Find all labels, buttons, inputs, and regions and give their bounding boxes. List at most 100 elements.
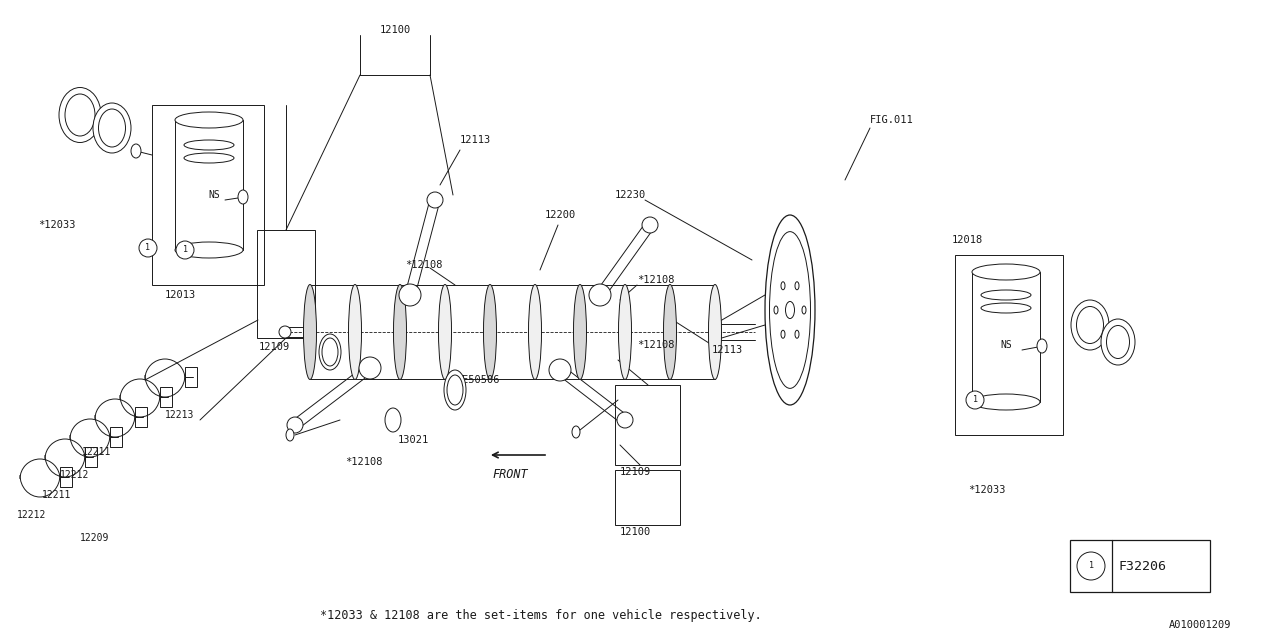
Ellipse shape (358, 357, 381, 379)
Text: 12212: 12212 (17, 510, 46, 520)
Ellipse shape (65, 94, 95, 136)
Text: 1: 1 (1088, 561, 1093, 570)
Circle shape (177, 241, 195, 259)
Ellipse shape (573, 285, 586, 380)
Ellipse shape (303, 285, 316, 380)
Bar (955, 255, 1062, 435)
Text: 12100: 12100 (620, 527, 652, 537)
Ellipse shape (795, 282, 799, 290)
Ellipse shape (175, 242, 243, 258)
Ellipse shape (617, 412, 634, 428)
Ellipse shape (769, 232, 810, 388)
Text: 13021: 13021 (398, 435, 429, 445)
Ellipse shape (319, 334, 340, 370)
Ellipse shape (643, 217, 658, 233)
Ellipse shape (529, 285, 541, 380)
Ellipse shape (238, 190, 248, 204)
Bar (1070, 540, 1210, 592)
Text: 12211: 12211 (42, 490, 72, 500)
Ellipse shape (131, 144, 141, 158)
Ellipse shape (709, 285, 722, 380)
Text: 12100: 12100 (379, 25, 411, 35)
Bar (160, 387, 172, 407)
Bar (84, 447, 97, 467)
Text: *12033: *12033 (38, 220, 76, 230)
Text: 1: 1 (146, 243, 151, 253)
Text: *12108: *12108 (346, 457, 383, 467)
Ellipse shape (572, 426, 580, 438)
Ellipse shape (93, 103, 131, 153)
Text: *12033 & 12108 are the set-items for one vehicle respectively.: *12033 & 12108 are the set-items for one… (320, 609, 762, 621)
Text: NS: NS (1000, 340, 1011, 350)
Ellipse shape (184, 140, 234, 150)
Ellipse shape (972, 394, 1039, 410)
Ellipse shape (589, 284, 611, 306)
Bar (134, 407, 147, 427)
Bar (972, 272, 1039, 402)
Ellipse shape (484, 285, 497, 380)
Ellipse shape (618, 285, 631, 380)
Text: FIG.011: FIG.011 (870, 115, 914, 125)
Bar (60, 467, 72, 487)
Bar (152, 105, 264, 285)
Text: A010001209: A010001209 (1169, 620, 1231, 630)
Circle shape (1076, 552, 1105, 580)
Text: NS: NS (207, 190, 220, 200)
Text: 12230: 12230 (614, 190, 646, 200)
Bar (614, 470, 680, 525)
Ellipse shape (279, 326, 291, 338)
Ellipse shape (781, 282, 785, 290)
Bar (614, 385, 680, 465)
Ellipse shape (175, 112, 243, 128)
Ellipse shape (663, 285, 677, 380)
Text: *12033: *12033 (968, 485, 1006, 495)
Ellipse shape (428, 192, 443, 208)
Ellipse shape (1101, 319, 1135, 365)
Text: 12211: 12211 (82, 447, 111, 457)
Ellipse shape (285, 429, 294, 441)
Ellipse shape (980, 290, 1030, 300)
Ellipse shape (1071, 300, 1108, 350)
Text: 1: 1 (973, 396, 978, 404)
Text: 12209: 12209 (79, 533, 109, 543)
Ellipse shape (287, 417, 303, 433)
Circle shape (140, 239, 157, 257)
Ellipse shape (786, 301, 795, 319)
Bar (110, 427, 122, 447)
Ellipse shape (99, 109, 125, 147)
Ellipse shape (184, 153, 234, 163)
Text: 12213: 12213 (165, 410, 195, 420)
Ellipse shape (1106, 326, 1129, 358)
Text: 12013: 12013 (165, 290, 196, 300)
Ellipse shape (393, 285, 407, 380)
Bar (175, 120, 243, 250)
Ellipse shape (549, 359, 571, 381)
Ellipse shape (781, 330, 785, 339)
Ellipse shape (399, 284, 421, 306)
Text: 12018: 12018 (952, 235, 983, 245)
Text: *12108: *12108 (404, 260, 443, 270)
Circle shape (966, 391, 984, 409)
Text: 12113: 12113 (712, 345, 744, 355)
Text: FRONT: FRONT (492, 468, 527, 481)
Ellipse shape (59, 88, 101, 143)
Text: 12113: 12113 (460, 135, 492, 145)
Ellipse shape (1076, 307, 1103, 344)
Text: *12108: *12108 (637, 275, 675, 285)
Text: *12108: *12108 (637, 340, 675, 350)
Ellipse shape (323, 338, 338, 366)
Text: 12212: 12212 (60, 470, 90, 480)
Ellipse shape (765, 215, 815, 405)
Bar (186, 367, 197, 387)
Text: 1: 1 (183, 246, 187, 255)
Ellipse shape (795, 330, 799, 339)
Ellipse shape (348, 285, 361, 380)
Ellipse shape (972, 264, 1039, 280)
Text: 12109: 12109 (259, 342, 291, 352)
Ellipse shape (385, 408, 401, 432)
Ellipse shape (803, 306, 806, 314)
Bar (257, 230, 315, 338)
Ellipse shape (444, 370, 466, 410)
Ellipse shape (774, 306, 778, 314)
Ellipse shape (447, 375, 463, 405)
